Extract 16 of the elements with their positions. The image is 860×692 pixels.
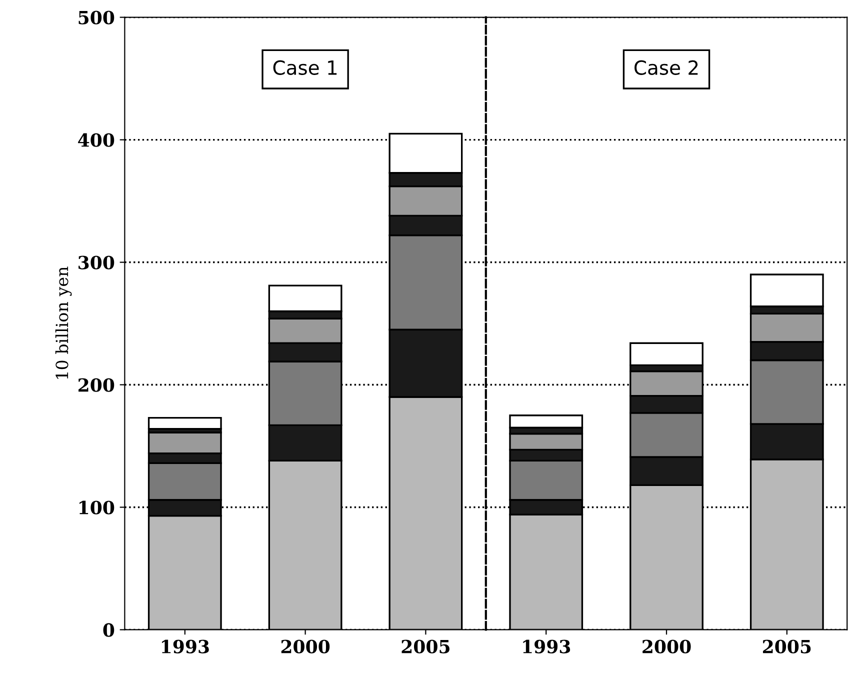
- x-tick-label: 2000: [281, 640, 330, 654]
- y-tick-label: 0: [103, 623, 114, 637]
- y-axis-title: 10 billion yen: [55, 266, 72, 379]
- bar: [148, 416, 222, 430]
- text: Case 1: [273, 60, 337, 75]
- y-tick-label: 300: [78, 256, 114, 270]
- text: Case 2: [634, 60, 698, 75]
- y-tick-label: 500: [78, 10, 114, 24]
- x-tick-label: 2000: [642, 640, 691, 654]
- x-tick-label: 2005: [762, 640, 811, 654]
- x-tick-label: 1993: [162, 640, 209, 654]
- y-tick-label: 200: [78, 378, 114, 392]
- y-tick-label: 400: [78, 133, 114, 147]
- y-tick-label: 100: [79, 500, 114, 514]
- x-tick-label: 2005: [402, 640, 450, 654]
- x-tick-label: 1993: [523, 640, 570, 654]
